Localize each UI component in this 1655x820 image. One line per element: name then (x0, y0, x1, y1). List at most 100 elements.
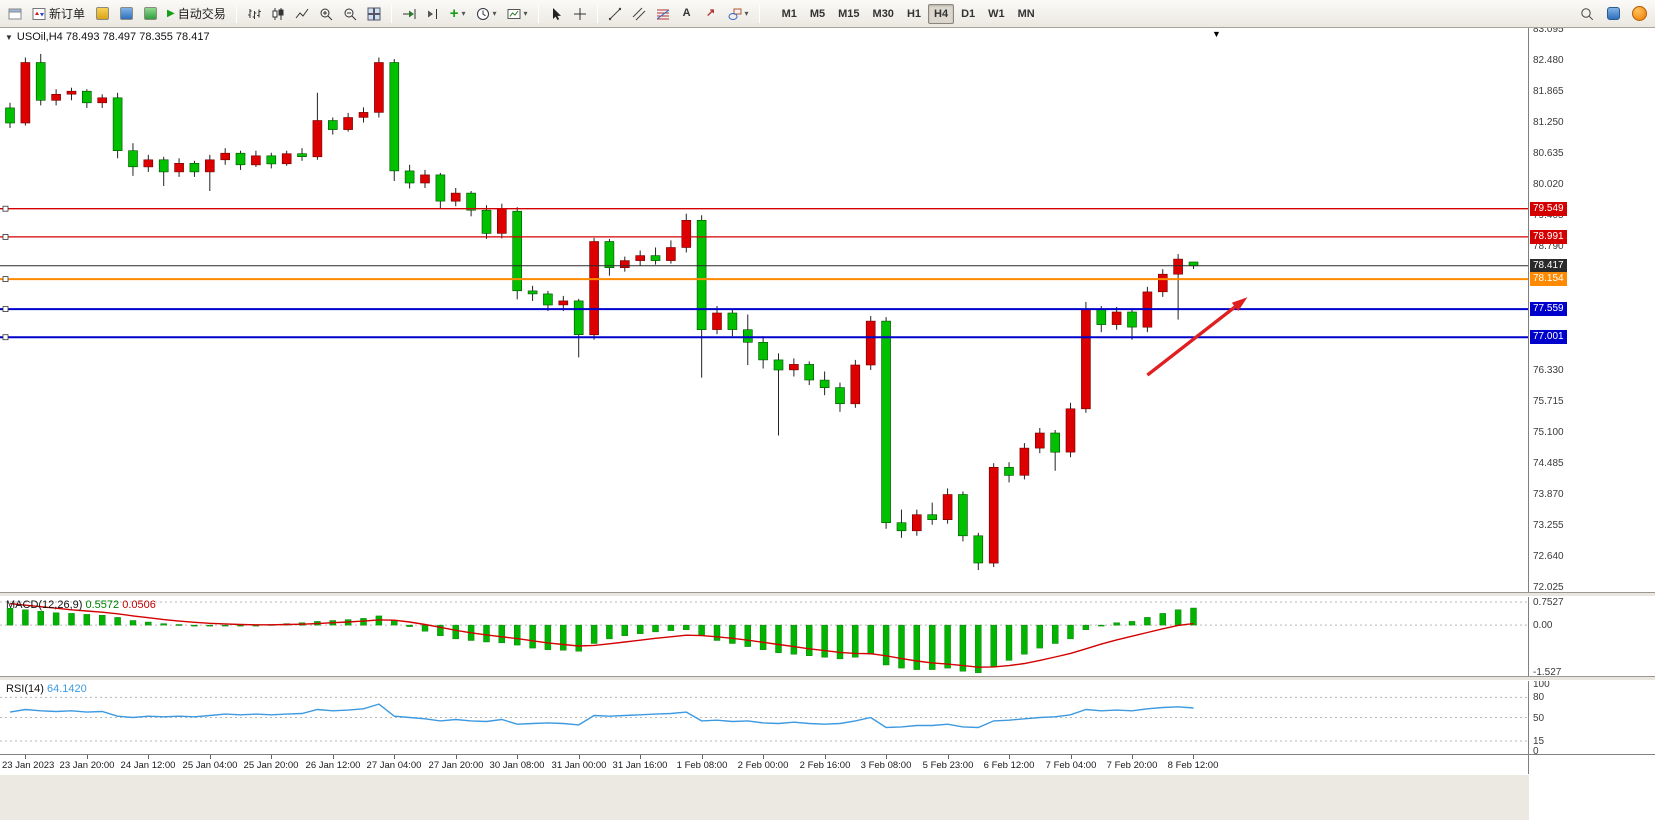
line-handle[interactable] (2, 233, 9, 240)
timeframe-button-m15[interactable]: M15 (838, 7, 860, 20)
macd-bar (637, 624, 644, 634)
templates-button[interactable]: ▾ (503, 3, 532, 25)
macd-bar (1174, 609, 1182, 626)
rsi-label: RSI(14) 64.1420 (6, 683, 87, 695)
macd-bar (759, 624, 767, 650)
time-tick-mark (1009, 755, 1010, 759)
line-handle[interactable] (2, 306, 9, 313)
timeframe-button-m30[interactable]: M30 (872, 7, 894, 20)
community-button[interactable] (1628, 3, 1651, 25)
candle-body (1050, 432, 1060, 453)
macd-bar (129, 620, 137, 626)
macd-label: MACD(12,26,9) 0.5572 0.0506 (6, 599, 156, 611)
time-tick-mark (1132, 755, 1133, 759)
zoom-out-icon (344, 8, 357, 20)
macd-name: MACD(12,26,9) (6, 599, 83, 611)
timeframe-button-w1[interactable]: W1 (988, 7, 1005, 20)
tile-windows-icon (367, 7, 381, 20)
trend-arrow[interactable] (1146, 299, 1244, 377)
macd-bar (237, 624, 244, 627)
candle-body (543, 293, 553, 306)
time-tick: 7 Feb 20:00 (1106, 760, 1158, 771)
channel-button[interactable] (628, 3, 650, 25)
auto-trading-label: 自动交易 (177, 7, 226, 21)
macd-bar (590, 624, 598, 644)
time-tick: 3 Feb 08:00 (860, 760, 912, 771)
rsi-panel[interactable] (0, 681, 1528, 754)
macd-bar (775, 624, 782, 653)
price-tick: 78.790 (1533, 241, 1564, 252)
line-handle[interactable] (2, 334, 9, 341)
line-chart-button[interactable] (291, 3, 313, 25)
panel-resize-handle[interactable] (0, 676, 1655, 681)
candlestick-chart-button[interactable] (267, 3, 289, 25)
candle-body (158, 159, 169, 173)
indicators-button[interactable]: + ▾ (446, 3, 470, 25)
candle-body (466, 192, 476, 211)
text-tool-button[interactable]: A (676, 3, 698, 25)
macd-bar (929, 624, 936, 670)
candle-body (635, 255, 646, 261)
auto-trading-button[interactable]: ▶ 自动交易 (163, 3, 230, 25)
price-chart-plot[interactable] (0, 28, 1528, 592)
navigator-button[interactable] (139, 3, 161, 25)
tile-windows-button[interactable] (363, 3, 385, 25)
time-tick-mark (517, 755, 518, 759)
time-axis[interactable]: 23 Jan 2023 23 Jan 20:00 24 Jan 12:00 25 Ja… (0, 754, 1655, 774)
new-order-button[interactable]: 新订单 (28, 3, 89, 25)
candle-body (850, 364, 861, 405)
periods-button[interactable]: ▾ (472, 3, 501, 25)
macd-bar (544, 624, 552, 650)
shapes-icon (728, 8, 742, 20)
timeframe-button-h1[interactable]: H1 (906, 7, 921, 20)
candle-body (143, 159, 154, 168)
line-handle[interactable] (2, 205, 9, 212)
macd-scale-tick: 0.7527 (1533, 597, 1564, 608)
candle-body (619, 260, 630, 269)
bar-chart-button[interactable] (243, 3, 265, 25)
chart-shift-button[interactable] (422, 3, 444, 25)
candle-body (681, 220, 692, 248)
search-button[interactable] (1576, 3, 1598, 25)
timeframe-group: M1 M5 M15 M30 H1 H4 D1 W1 MN (776, 3, 1041, 24)
line-handle[interactable] (2, 276, 9, 283)
trendline-button[interactable] (604, 3, 626, 25)
timeframe-button-m1[interactable]: M1 (781, 7, 797, 20)
candle-body (666, 247, 676, 261)
price-axis[interactable]: 83.09582.48081.86581.25080.63580.02079.4… (1529, 0, 1655, 820)
arrows-tool-button[interactable]: ↗ (700, 3, 722, 25)
timeframe-button-d1[interactable]: D1 (961, 7, 976, 20)
cursor-button[interactable] (545, 3, 567, 25)
panel-resize-handle[interactable] (0, 592, 1655, 597)
timeframe-button-h4[interactable]: H4 (928, 3, 955, 24)
macd-bar (37, 611, 44, 626)
zoom-in-button[interactable] (315, 3, 337, 25)
toolbar-right-group (1576, 3, 1651, 25)
macd-bar (175, 624, 183, 626)
shapes-button[interactable]: ▾ (724, 3, 753, 25)
zoom-out-button[interactable] (339, 3, 361, 25)
cursor-icon (552, 7, 561, 20)
market-watch-icon (119, 7, 133, 20)
chart-shift-marker[interactable]: ▼ (1212, 29, 1221, 39)
fibonacci-button[interactable] (652, 3, 674, 25)
candle-body (573, 300, 584, 335)
auto-scroll-button[interactable] (398, 3, 420, 25)
chart-window-button[interactable] (4, 3, 26, 25)
macd-panel[interactable] (0, 597, 1528, 676)
candle-body (97, 97, 107, 104)
timeframe-button-mn[interactable]: MN (1017, 7, 1035, 20)
chart-collapse-toggle[interactable]: ▼ (5, 32, 13, 42)
timeframe-button-m5[interactable]: M5 (809, 7, 826, 20)
chevron-down-icon: ▾ (461, 8, 466, 18)
macd-bar (221, 624, 229, 627)
crosshair-button[interactable] (569, 3, 591, 25)
candle-body (1096, 309, 1107, 325)
symbols-button[interactable] (91, 3, 113, 25)
macd-bar (1036, 624, 1044, 649)
market-watch-button[interactable] (115, 3, 137, 25)
macd-bar (667, 624, 675, 631)
messages-button[interactable] (1602, 3, 1624, 25)
ohlc-bars-icon (247, 8, 261, 19)
candle-body (35, 62, 46, 101)
